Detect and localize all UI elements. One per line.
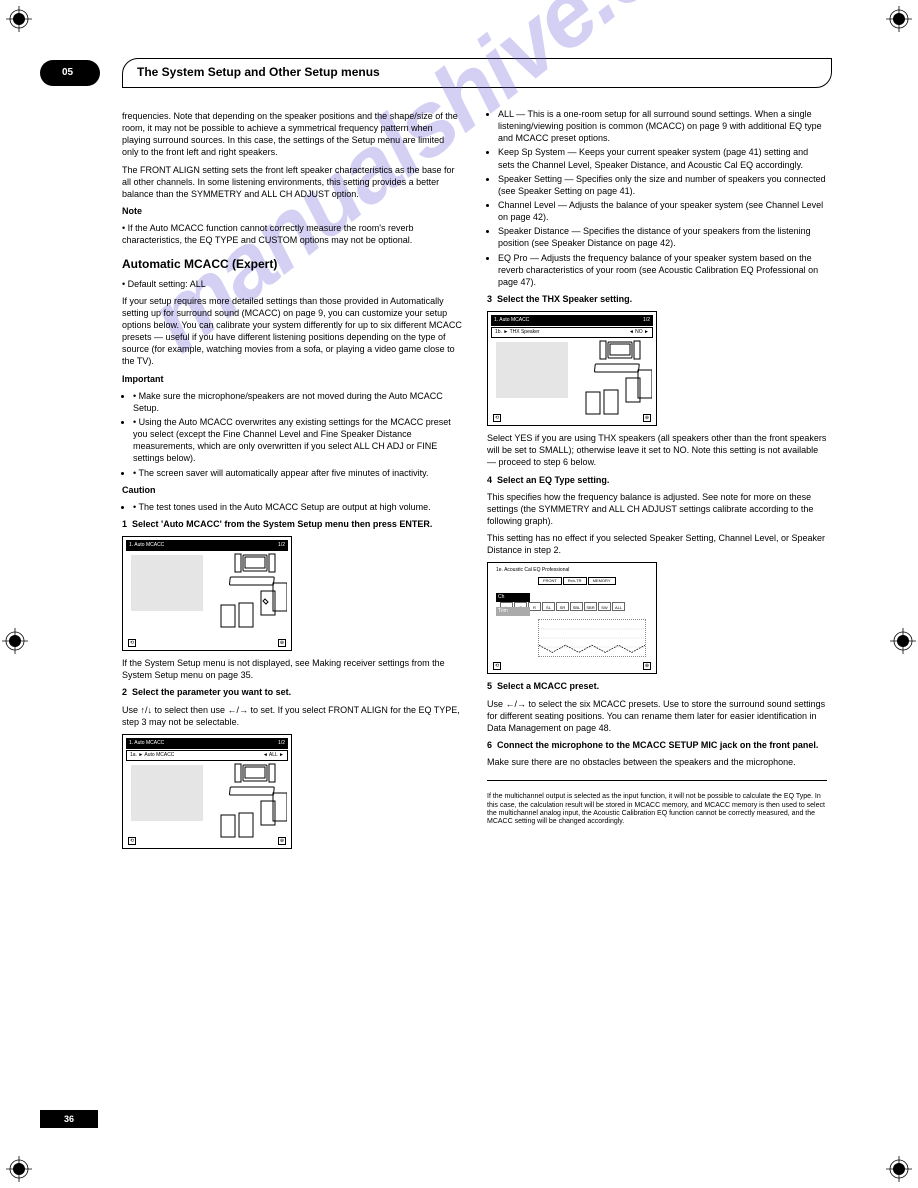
registration-mark-icon bbox=[2, 628, 28, 654]
registration-mark-icon bbox=[6, 1156, 32, 1182]
equipment-illustration-icon bbox=[207, 551, 287, 641]
registration-mark-icon bbox=[886, 1156, 912, 1182]
body-text: Make sure there are no obstacles between… bbox=[487, 756, 827, 768]
step: 1 Select 'Auto MCACC' from the System Se… bbox=[122, 518, 462, 530]
footnote: If the multichannel output is selected a… bbox=[487, 793, 827, 827]
left-column: frequencies. Note that depending on the … bbox=[122, 105, 462, 855]
body-text: frequencies. Note that depending on the … bbox=[122, 110, 462, 159]
body-text: Select YES if you are using THX speakers… bbox=[487, 432, 827, 468]
list-item: • Using the Auto MCACC overwrites any ex… bbox=[133, 416, 462, 465]
body-text: The FRONT ALIGN setting sets the front l… bbox=[122, 164, 462, 200]
step: 4 Select an EQ Type setting. bbox=[487, 474, 827, 486]
caution-list: • The test tones used in the Auto MCACC … bbox=[122, 501, 462, 513]
right-column: ALL — This is a one-room setup for all s… bbox=[487, 105, 827, 832]
step: 5 Select a MCACC preset. bbox=[487, 680, 827, 692]
list-item: Keep Sp System — Keeps your current spea… bbox=[498, 146, 827, 170]
eq-graph bbox=[538, 619, 646, 657]
caution-heading: Caution bbox=[122, 484, 462, 496]
options-list: ALL — This is a one-room setup for all s… bbox=[487, 108, 827, 288]
list-item: ALL — This is a one-room setup for all s… bbox=[498, 108, 827, 144]
menu-figure-2: 1. Auto MCACC1/2 1a. ► Auto MCACC◄ ALL ►… bbox=[122, 734, 292, 849]
registration-mark-icon bbox=[890, 628, 916, 654]
body-text: If your setup requires more detailed set… bbox=[122, 295, 462, 368]
step: 3 Select the THX Speaker setting. bbox=[487, 293, 827, 305]
page-number: 36 bbox=[40, 1110, 98, 1128]
list-item: EQ Pro — Adjusts the frequency balance o… bbox=[498, 252, 827, 288]
registration-mark-icon bbox=[886, 6, 912, 32]
list-item: • Make sure the microphone/speakers are … bbox=[133, 390, 462, 414]
menu-figure-1: 1. Auto MCACC1/2 ⟲⊕ bbox=[122, 536, 292, 651]
body-text: Use ↑/↓ to select then use ←/→ to set. I… bbox=[122, 704, 462, 728]
equipment-illustration-icon bbox=[207, 761, 287, 851]
list-item: Channel Level — Adjusts the balance of y… bbox=[498, 199, 827, 223]
section-heading: Automatic MCACC (Expert) bbox=[122, 256, 462, 272]
page-title: The System Setup and Other Setup menus bbox=[122, 58, 832, 88]
note-heading: Note bbox=[122, 205, 462, 217]
body-text: • If the Auto MCACC function cannot corr… bbox=[122, 222, 462, 246]
list-item: • The test tones used in the Auto MCACC … bbox=[133, 501, 462, 513]
body-text: If the System Setup menu is not displaye… bbox=[122, 657, 462, 681]
list-item: Speaker Distance — Specifies the distanc… bbox=[498, 225, 827, 249]
section-tab: 05 bbox=[40, 60, 100, 86]
important-heading: Important bbox=[122, 373, 462, 385]
step: 6 Connect the microphone to the MCACC SE… bbox=[487, 739, 827, 751]
body-text: This specifies how the frequency balance… bbox=[487, 491, 827, 527]
important-list: • Make sure the microphone/speakers are … bbox=[122, 390, 462, 479]
step: 2 Select the parameter you want to set. bbox=[122, 686, 462, 698]
body-text: • Default setting: ALL bbox=[122, 278, 462, 290]
menu-figure-3: 1. Auto MCACC1/2 1b. ► THX Speaker◄ NO ►… bbox=[487, 311, 657, 426]
list-item: • The screen saver will automatically ap… bbox=[133, 467, 462, 479]
body-text: This setting has no effect if you select… bbox=[487, 532, 827, 556]
eq-figure: 1e. Acoustic Cal EQ Professional FRONT R… bbox=[487, 562, 657, 674]
registration-mark-icon bbox=[6, 6, 32, 32]
list-item: Speaker Setting — Specifies only the siz… bbox=[498, 173, 827, 197]
equipment-illustration-icon bbox=[572, 338, 652, 428]
body-text: Use ←/→ to select the six MCACC presets.… bbox=[487, 698, 827, 734]
